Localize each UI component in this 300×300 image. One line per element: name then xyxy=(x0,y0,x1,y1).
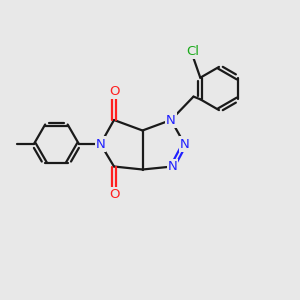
Text: O: O xyxy=(109,85,119,98)
Text: Cl: Cl xyxy=(186,45,199,58)
Text: N: N xyxy=(96,137,105,151)
Text: N: N xyxy=(166,113,176,127)
Text: N: N xyxy=(168,160,177,173)
Text: O: O xyxy=(109,188,119,202)
Text: N: N xyxy=(180,137,189,151)
